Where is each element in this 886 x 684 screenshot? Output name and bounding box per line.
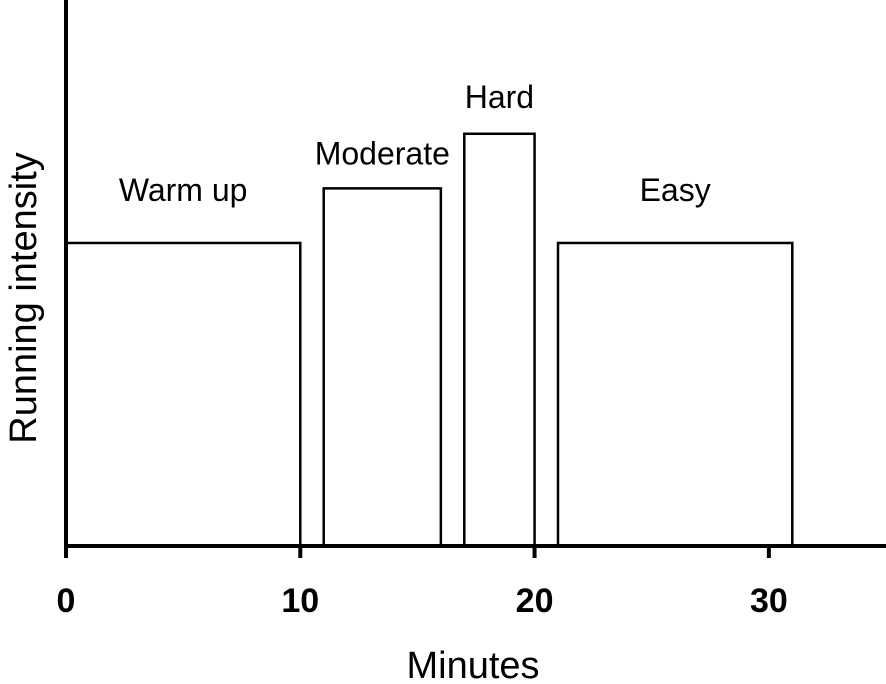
x-tick-label: 20 — [516, 582, 554, 620]
bar-label-hard: Hard — [465, 79, 534, 115]
y-axis-title: Running intensity — [3, 152, 45, 444]
bar-label-moderate: Moderate — [315, 135, 450, 171]
bar-label-easy: Easy — [640, 172, 711, 208]
x-tick-label: 10 — [281, 582, 319, 620]
x-ticks-group: 0 10 20 30 — [57, 546, 788, 620]
x-axis-title: Minutes — [406, 645, 539, 684]
bar-labels-group: Warm up Moderate Hard Easy — [119, 79, 711, 208]
x-tick-label: 30 — [750, 582, 788, 620]
bar-label-warm-up: Warm up — [119, 172, 248, 208]
bar-moderate — [322, 187, 443, 548]
bars-group — [64, 132, 794, 548]
bar-warm-up — [64, 241, 302, 548]
bar-easy — [556, 241, 794, 548]
bar-hard — [463, 132, 536, 548]
x-tick-label: 0 — [57, 582, 76, 620]
